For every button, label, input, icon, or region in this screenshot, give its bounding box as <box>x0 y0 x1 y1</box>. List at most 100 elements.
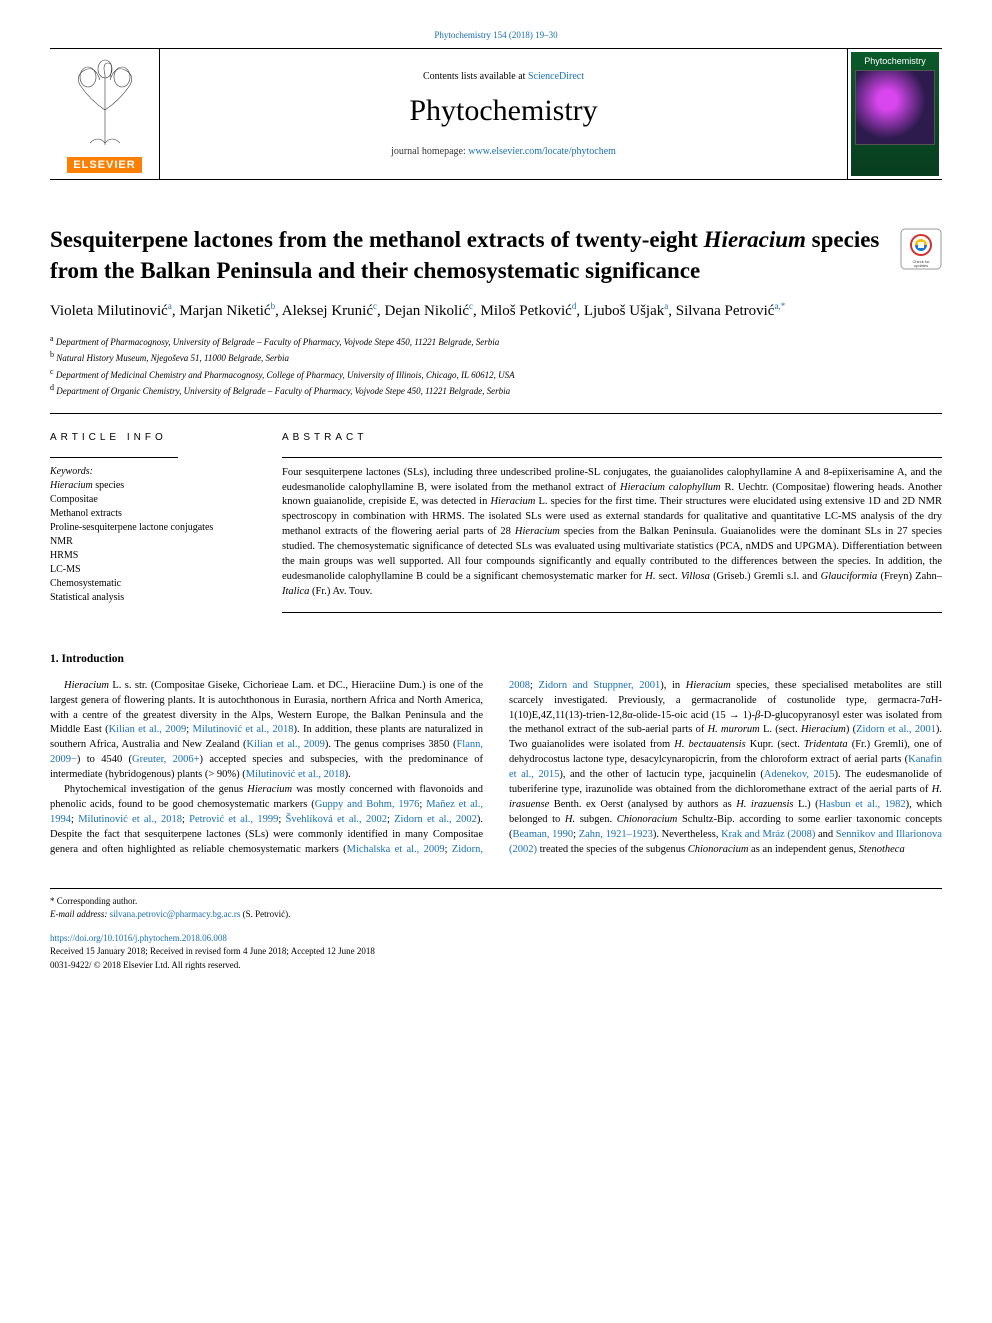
p2-r14[interactable]: Beaman, 1990 <box>513 829 574 840</box>
email-label: E-mail address: <box>50 909 107 919</box>
abs-i7: Italica <box>282 586 309 597</box>
affil-b-sup: b <box>50 350 54 359</box>
abs-i1: Hieracium calophyllum <box>620 482 721 493</box>
author-7: Silvana Petrović <box>676 303 775 319</box>
p2-i10: H. <box>565 814 575 825</box>
author-1-sup[interactable]: a <box>168 301 172 311</box>
p2-r15[interactable]: Zahn, 1921–1923 <box>579 829 653 840</box>
article-info-heading: ARTICLE INFO <box>50 432 264 443</box>
abs-t7: (Freyn) Zahn– <box>877 571 942 582</box>
p2-i6: H. bectauatensis <box>674 739 745 750</box>
abs-t8: (Fr.) Av. Touv. <box>309 586 372 597</box>
p2-t23: L.) ( <box>794 799 819 810</box>
p2-t9: ; <box>445 844 452 855</box>
journal-name: Phytochemistry <box>160 94 847 128</box>
affil-a: a Department of Pharmacognosy, Universit… <box>50 333 942 350</box>
abs-i5: Villosa <box>681 571 710 582</box>
author-3: Aleksej Krunić <box>282 303 373 319</box>
title-p1: Sesquiterpene lactones from the methanol… <box>50 227 704 252</box>
affil-a-sup: a <box>50 334 54 343</box>
cover-image-icon <box>855 70 935 145</box>
para-1: Hieracium L. s. str. (Compositae Giseke,… <box>50 679 483 783</box>
p2-r6[interactable]: Zidorn et al., 2002 <box>394 814 477 825</box>
keyword-8: Chemosystematic <box>50 577 264 591</box>
p2-t16: ) ( <box>846 724 856 735</box>
abs-i2: Hieracium <box>490 496 535 507</box>
keywords-label: Keywords: <box>50 466 264 477</box>
contents-line: Contents lists available at ScienceDirec… <box>160 71 847 82</box>
p2-t30: treated the species of the subgenus <box>537 844 688 855</box>
elsevier-label: ELSEVIER <box>67 157 141 173</box>
author-6-sup[interactable]: a <box>664 301 668 311</box>
article-info: ARTICLE INFO Keywords: Hieracium species… <box>50 432 282 613</box>
check-updates-icon[interactable]: Check for updates <box>900 228 942 270</box>
p2-t15: L. (sect. <box>760 724 801 735</box>
email-link[interactable]: silvana.petrovic@pharmacy.bg.ac.rs <box>110 909 241 919</box>
p1-r5[interactable]: Greuter, 2006+ <box>132 754 200 765</box>
elsevier-tree-icon <box>60 55 150 150</box>
affil-c: c Department of Medicinal Chemistry and … <box>50 366 942 383</box>
p2-t22: Benth. ex Oerst (analysed by authors as <box>549 799 736 810</box>
author-4: Dejan Nikolić <box>384 303 469 319</box>
abs-t6: (Griseb.) Gremli s.l. and <box>710 571 821 582</box>
p2-r7[interactable]: Michalska et al., 2009 <box>347 844 445 855</box>
author-5-sup[interactable]: d <box>572 301 577 311</box>
p2-r12[interactable]: Adenekov, 2015 <box>764 769 835 780</box>
divider <box>50 413 942 414</box>
journal-header: ELSEVIER Contents lists available at Sci… <box>50 48 942 180</box>
p2-i2: Hieracium <box>686 680 731 691</box>
doi-link[interactable]: https://doi.org/10.1016/j.phytochem.2018… <box>50 932 942 946</box>
p2-r13[interactable]: Hasbun et al., 1982 <box>819 799 906 810</box>
p2-t18: Kupr. (sect. <box>746 739 804 750</box>
author-7-star[interactable]: * <box>781 301 786 311</box>
p2-r5[interactable]: Švehlíková et al., 2002 <box>286 814 387 825</box>
p2-r1[interactable]: Guppy and Bohm, 1976 <box>315 799 420 810</box>
p1-r1[interactable]: Kilian et al., 2009 <box>109 724 187 735</box>
p1-r6[interactable]: Milutinović et al., 2018 <box>246 769 345 780</box>
p2-i13: Stenotheca <box>859 844 905 855</box>
p2-i12: Chionoracium <box>688 844 749 855</box>
cover-box: Phytochemistry <box>851 52 939 176</box>
elsevier-logo[interactable]: ELSEVIER <box>50 49 160 179</box>
abstract-heading: ABSTRACT <box>282 432 942 443</box>
p1-r3[interactable]: Kilian et al., 2009 <box>247 739 325 750</box>
affiliations: a Department of Pharmacognosy, Universit… <box>50 333 942 399</box>
author-2: Marjan Niketić <box>179 303 270 319</box>
abs-i6: Glauciformia <box>821 571 878 582</box>
p1-t4: ). The genus comprises 3850 ( <box>325 739 457 750</box>
author-2-sup[interactable]: b <box>271 301 276 311</box>
p2-t10: ; <box>530 680 539 691</box>
p2-r10[interactable]: Zidorn et al., 2001 <box>856 724 936 735</box>
received-line: Received 15 January 2018; Received in re… <box>50 945 942 959</box>
email-name: (S. Petrović). <box>240 909 290 919</box>
p1-r2[interactable]: Milutinović et al., 2018 <box>193 724 294 735</box>
p2-r3[interactable]: Milutinović et al., 2018 <box>78 814 182 825</box>
copyright-line: 0031-9422/ © 2018 Elsevier Ltd. All righ… <box>50 959 942 973</box>
author-3-sup[interactable]: c <box>373 301 377 311</box>
sciencedirect-link[interactable]: ScienceDirect <box>528 71 584 82</box>
p2-r4[interactable]: Petrović et al., 1999 <box>189 814 278 825</box>
journal-citation[interactable]: Phytochemistry 154 (2018) 19–30 <box>50 30 942 40</box>
author-5: Miloš Petković <box>481 303 572 319</box>
cover-title: Phytochemistry <box>864 56 926 66</box>
affil-d-sup: d <box>50 383 54 392</box>
keyword-1: Hieracium species <box>50 479 264 493</box>
homepage-prefix: journal homepage: <box>391 146 468 157</box>
author-4-sup[interactable]: c <box>469 301 473 311</box>
p2-i1: Hieracium <box>247 784 292 795</box>
contents-prefix: Contents lists available at <box>423 71 528 82</box>
p2-r16[interactable]: Krak and Mráz (2008) <box>721 829 815 840</box>
homepage-link[interactable]: www.elsevier.com/locate/phytochem <box>468 146 616 157</box>
p1-t5: ) to 4540 ( <box>77 754 132 765</box>
p2-r9[interactable]: Zidorn and Stuppner, 2001 <box>539 680 661 691</box>
article-title-block: Sesquiterpene lactones from the methanol… <box>50 224 942 286</box>
homepage-line: journal homepage: www.elsevier.com/locat… <box>160 146 847 157</box>
p2-t29: and <box>815 829 835 840</box>
keyword-4: Proline-sesquiterpene lactone conjugates <box>50 521 264 535</box>
svg-text:updates: updates <box>914 263 928 268</box>
info-abstract-row: ARTICLE INFO Keywords: Hieracium species… <box>50 432 942 613</box>
journal-cover[interactable]: Phytochemistry <box>847 49 942 179</box>
footer: * Corresponding author. E-mail address: … <box>50 888 942 973</box>
author-1: Violeta Milutinović <box>50 303 168 319</box>
keyword-9: Statistical analysis <box>50 591 264 605</box>
